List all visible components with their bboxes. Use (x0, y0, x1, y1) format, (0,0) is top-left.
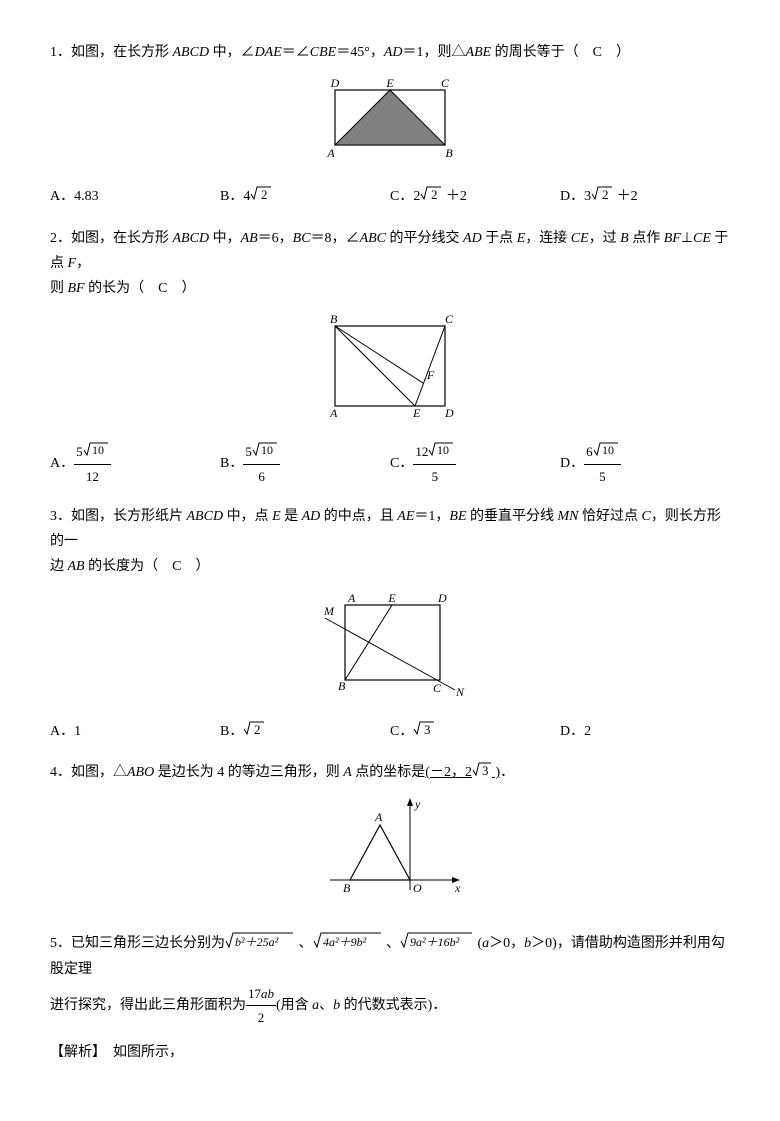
svg-text:F: F (426, 368, 435, 382)
q3-text: 3．如图，长方形纸片 ABCD 中，点 E 是 AD 的中点，且 AE＝1，BE… (50, 504, 730, 580)
q2-optB: B．5106 (220, 440, 390, 488)
q3-optD: D．2 (560, 719, 730, 744)
svg-text:E: E (387, 591, 396, 605)
svg-text:B: B (445, 146, 453, 160)
svg-text:A: A (374, 810, 383, 824)
svg-text:E: E (412, 406, 421, 420)
svg-text:10: 10 (437, 443, 449, 457)
q2-text: 2．如图，在长方形 ABCD 中，AB＝6，BC＝8，∠ABC 的平分线交 AD… (50, 226, 730, 302)
q2-optC: C．12105 (390, 440, 560, 488)
q1-optA: A．4.83 (50, 184, 220, 209)
svg-text:x: x (454, 881, 461, 895)
svg-text:C: C (445, 312, 454, 326)
svg-text:B: B (343, 881, 351, 895)
q1-num: 1． (50, 45, 71, 60)
svg-text:N: N (455, 685, 465, 699)
svg-text:10: 10 (92, 443, 104, 457)
svg-text:2: 2 (431, 187, 438, 202)
q1-text: 1．如图，在长方形 ABCD 中，∠DAE＝∠CBE＝45°，AD＝1，则△AB… (50, 40, 730, 65)
q3-optB: B．2 (220, 719, 390, 744)
svg-text:2: 2 (602, 187, 609, 202)
svg-text:O: O (413, 881, 422, 895)
svg-text:9a²＋16b²: 9a²＋16b² (410, 935, 460, 949)
svg-text:10: 10 (261, 443, 273, 457)
question-2: 2．如图，在长方形 ABCD 中，AB＝6，BC＝8，∠ABC 的平分线交 AD… (50, 226, 730, 489)
question-1: 1．如图，在长方形 ABCD 中，∠DAE＝∠CBE＝45°，AD＝1，则△AB… (50, 40, 730, 210)
q3-options: A．1 B．2 C．3 D．2 (50, 719, 730, 744)
svg-text:D: D (330, 76, 340, 90)
svg-text:C: C (433, 681, 442, 695)
svg-text:3: 3 (482, 763, 489, 778)
q4-figure: y A B O x (50, 795, 730, 914)
q2-optD: D．6105 (560, 440, 730, 488)
q2-options: A．51012 B．5106 C．12105 D．6105 (50, 440, 730, 488)
svg-text:B: B (330, 312, 338, 326)
svg-text:M: M (323, 604, 335, 618)
svg-text:2: 2 (254, 722, 261, 737)
svg-text:C: C (441, 76, 450, 90)
q1-optD: D．32 ＋2 (560, 184, 730, 209)
q2-optA: A．51012 (50, 440, 220, 488)
q4-answer: (－2，23 ) (425, 765, 500, 780)
svg-text:3: 3 (424, 722, 431, 737)
q1-figure: D E C A B (50, 75, 730, 174)
q1-options: A．4.83 B．42 C．22 ＋2 D．32 ＋2 (50, 184, 730, 209)
q5-analysis: 【解析】 如图所示， (50, 1040, 730, 1065)
q3-optC: C．3 (390, 719, 560, 744)
svg-text:B: B (338, 679, 346, 693)
question-4: 4．如图，△ABO 是边长为 4 的等边三角形，则 A 点的坐标是(－2，23 … (50, 760, 730, 914)
svg-text:D: D (444, 406, 454, 420)
question-3: 3．如图，长方形纸片 ABCD 中，点 E 是 AD 的中点，且 AE＝1，BE… (50, 504, 730, 744)
q4-text: 4．如图，△ABO 是边长为 4 的等边三角形，则 A 点的坐标是(－2，23 … (50, 760, 730, 785)
svg-text:10: 10 (602, 443, 614, 457)
svg-text:A: A (329, 406, 338, 420)
q1-optC: C．22 ＋2 (390, 184, 560, 209)
svg-text:4a²＋9b²: 4a²＋9b² (323, 935, 367, 949)
svg-text:E: E (385, 76, 394, 90)
svg-text:y: y (414, 797, 421, 811)
q2-figure: B C F A E D (50, 311, 730, 430)
svg-text:A: A (326, 146, 335, 160)
svg-text:D: D (437, 591, 447, 605)
q1-optB: B．42 (220, 184, 390, 209)
svg-text:b²＋25a²: b²＋25a² (235, 935, 279, 949)
q3-figure: M A E D B C N (50, 590, 730, 709)
q5-text: 5．已知三角形三边长分别为b²＋25a² 、4a²＋9b² 、9a²＋16b² … (50, 930, 730, 1029)
svg-text:A: A (347, 591, 356, 605)
q3-optA: A．1 (50, 719, 220, 744)
svg-text:2: 2 (261, 187, 268, 202)
question-5: 5．已知三角形三边长分别为b²＋25a² 、4a²＋9b² 、9a²＋16b² … (50, 930, 730, 1064)
q5-answer: 17ab2 (246, 998, 276, 1013)
